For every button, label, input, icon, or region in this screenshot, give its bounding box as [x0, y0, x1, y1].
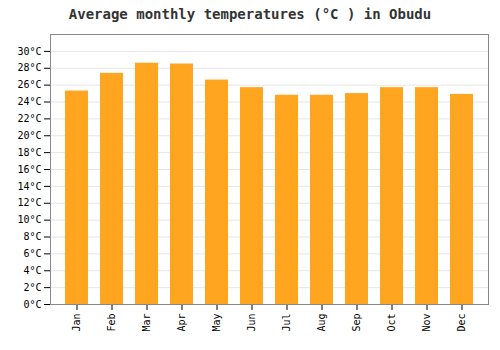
svg-text:6°C: 6°C — [23, 248, 41, 259]
svg-text:Mar: Mar — [141, 314, 152, 332]
svg-text:8°C: 8°C — [23, 231, 41, 242]
svg-text:2°C: 2°C — [23, 282, 41, 293]
svg-text:24°C: 24°C — [17, 96, 41, 107]
svg-text:18°C: 18°C — [17, 147, 41, 158]
svg-text:22°C: 22°C — [17, 113, 41, 124]
svg-text:26°C: 26°C — [17, 79, 41, 90]
svg-text:12°C: 12°C — [17, 197, 41, 208]
html-text:Average monthly temperatures (: Average monthly temperatures (°C ) in Ob… — [68, 6, 432, 22]
svg-text:Dec: Dec — [456, 314, 467, 332]
svg-text:Sep: Sep — [351, 314, 362, 332]
svg-text:20°C: 20°C — [17, 130, 41, 141]
svg-text:Aug: Aug — [316, 314, 327, 332]
svg-text:28°C: 28°C — [17, 62, 41, 73]
svg-text:Jul: Jul — [281, 314, 292, 332]
svg-text:Feb: Feb — [106, 314, 117, 332]
svg-text:Jun: Jun — [246, 314, 257, 332]
svg-text:30°C: 30°C — [17, 46, 41, 57]
svg-text:Apr: Apr — [176, 314, 187, 332]
svg-text:4°C: 4°C — [23, 265, 41, 276]
svg-text:Oct: Oct — [386, 314, 397, 332]
svg-text:Jan: Jan — [71, 314, 82, 332]
svg-text:0°C: 0°C — [23, 299, 41, 310]
svg-text:May: May — [211, 314, 222, 332]
svg-text:16°C: 16°C — [17, 164, 41, 175]
svg-text:Nov: Nov — [421, 314, 432, 332]
svg-text:14°C: 14°C — [17, 181, 41, 192]
svg-text:10°C: 10°C — [17, 214, 41, 225]
